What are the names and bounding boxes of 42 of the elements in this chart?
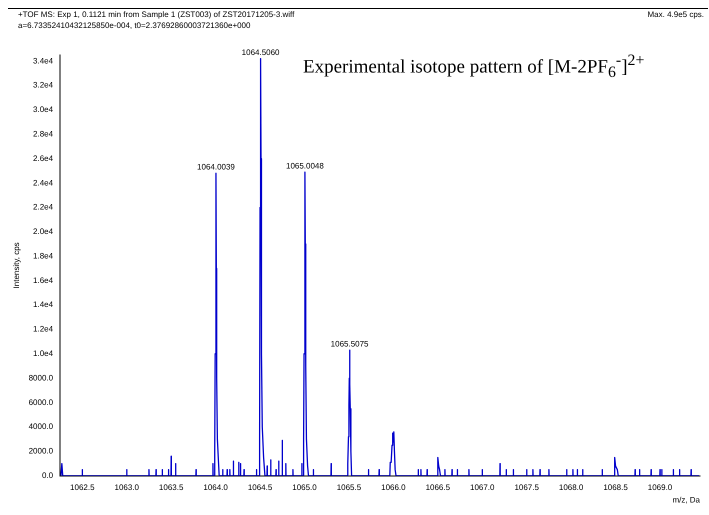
y-axis-title: Intensity, cps xyxy=(12,242,22,288)
annotation: 1065.5075 xyxy=(330,339,370,348)
y-tick-label: 2000.0 xyxy=(28,446,54,456)
x-tick-label: 1064.0 xyxy=(203,482,228,492)
y-tick-label: 3.4e4 xyxy=(33,56,54,66)
x-tick-label: 1066.0 xyxy=(381,482,406,492)
y-tick-label: 0.0 xyxy=(42,471,54,480)
x-tick-label: 1069.0 xyxy=(648,482,673,492)
y-tick-label: 1.4e4 xyxy=(33,300,54,310)
x-tick-label: 1065.5 xyxy=(336,482,362,492)
x-axis-title: m/z, Da xyxy=(672,495,701,504)
y-tick-label: 2.4e4 xyxy=(33,178,54,188)
x-tick-label: 1066.5 xyxy=(426,482,451,492)
y-tick-label: 2.2e4 xyxy=(33,202,54,212)
annotation: 1064.5060 xyxy=(242,48,280,57)
x-tick-label: 1067.5 xyxy=(514,482,540,492)
text: Max. 4.9e5 cps. xyxy=(648,9,704,20)
y-tick-label: 4000.0 xyxy=(28,422,54,432)
x-tick-label: 1062.5 xyxy=(70,482,96,492)
y-tick-label: 6000.0 xyxy=(28,398,54,407)
y-tick-label: 1.8e4 xyxy=(33,251,54,260)
x-tick-label: 1063.5 xyxy=(158,482,184,492)
x-tick-label: 1064.5 xyxy=(248,482,273,492)
x-tick-label: 1068.5 xyxy=(603,482,628,492)
x-tick-label: 1067.0 xyxy=(470,482,496,492)
annotation: 1064.0039 xyxy=(197,162,236,172)
x-tick-label: 1068.0 xyxy=(558,482,584,492)
y-tick-label: 3.0e4 xyxy=(33,105,54,114)
y-tick-label: 3.2e4 xyxy=(33,80,54,90)
y-tick-label: 1.2e4 xyxy=(33,324,54,334)
y-tick-label: 8000.0 xyxy=(28,373,54,382)
y-tick-label: 2.8e4 xyxy=(33,129,54,138)
x-tick-label: 1063.0 xyxy=(114,482,140,492)
y-tick-label: 1.6e4 xyxy=(33,276,54,285)
text: +TOF MS: Exp 1, 0.1121 min from Sample 1 (ZST003) of ZST20171205-3.wiff xyxy=(18,10,294,19)
y-tick-label: 2.0e4 xyxy=(33,227,54,236)
y-tick-label: 2.6e4 xyxy=(33,154,54,163)
annotation: 1065.0048 xyxy=(286,161,324,170)
y-tick-label: 1.0e4 xyxy=(33,349,54,358)
text: a=6.73352410432125850e-004, t0=2.37692860003721360e+000 xyxy=(18,20,252,31)
x-tick-label: 1065.0 xyxy=(292,482,318,492)
chart-title: Experimental isotope pattern of [M-2PF$_{6}$$^{-}$]$^{2+}$ xyxy=(303,52,644,82)
